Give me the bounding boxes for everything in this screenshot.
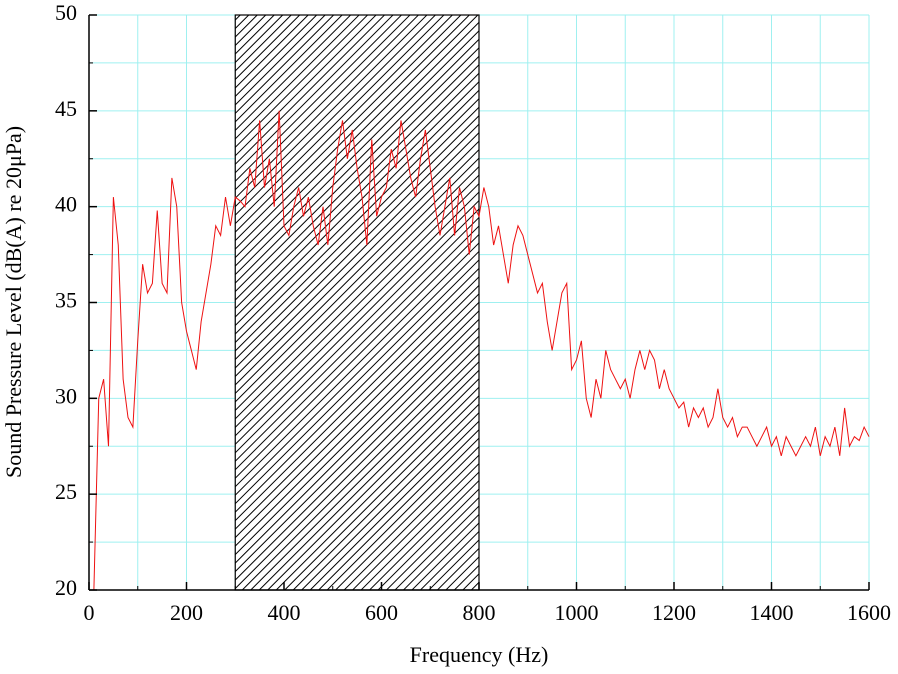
- x-tick-label: 1200: [652, 600, 696, 625]
- x-tick-label: 1600: [847, 600, 891, 625]
- y-axis-label: Sound Pressure Level (dB(A) re 20μPa): [1, 126, 26, 478]
- y-tick-label: 20: [55, 575, 77, 600]
- y-tick-label: 45: [55, 96, 77, 121]
- x-tick-label: 1400: [750, 600, 794, 625]
- x-tick-label: 600: [365, 600, 398, 625]
- x-tick-label: 1000: [555, 600, 599, 625]
- y-tick-label: 50: [55, 0, 77, 25]
- x-tick-label: 200: [170, 600, 203, 625]
- data-line: [93, 110, 870, 591]
- x-axis-label: Frequency (Hz): [410, 642, 549, 667]
- x-tick-label: 800: [463, 600, 496, 625]
- highlight-region: [234, 14, 480, 591]
- y-tick-label: 25: [55, 479, 77, 504]
- y-tick-label: 35: [55, 288, 77, 313]
- x-tick-label: 0: [84, 600, 95, 625]
- x-tick-label: 400: [268, 600, 301, 625]
- y-tick-label: 30: [55, 383, 77, 408]
- y-tick-label: 40: [55, 192, 77, 217]
